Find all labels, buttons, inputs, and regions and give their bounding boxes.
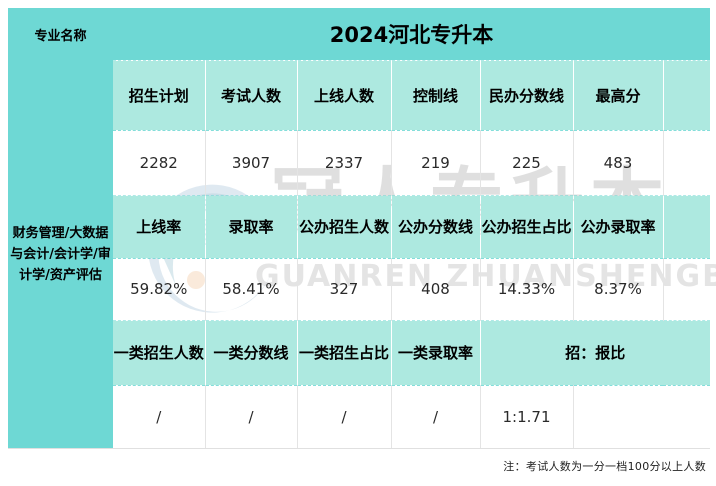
- column-header: 考试人数: [205, 59, 298, 131]
- major-name-cell: 财务管理/大数据与会计/会计学/审计学/资产评估: [8, 60, 113, 448]
- data-row-1: 2282 3907 2337 219 225 483: [8, 130, 710, 195]
- admission-stats-table: 专业名称 2024河北专升本 财务管理/大数据与会计/会计学/审计学/资产评估 …: [8, 8, 711, 448]
- column-header: 公办招生占比: [480, 194, 574, 259]
- header-row-2: 上线率 录取率 公办招生人数 公办分数线 公办招生占比 公办录取率: [8, 194, 711, 259]
- table-cell: 2337: [297, 130, 392, 195]
- column-header: 公办录取率: [573, 194, 664, 259]
- table-cell: 14.33%: [480, 258, 574, 320]
- page-title: 2024河北专升本: [113, 8, 711, 60]
- footer-divider: [8, 448, 710, 449]
- table-cell: /: [205, 385, 298, 448]
- stats-table-container: 专业名称 2024河北专升本 财务管理/大数据与会计/会计学/审计学/资产评估 …: [8, 8, 711, 448]
- table-cell: 59.82%: [113, 258, 206, 320]
- table-cell: 58.41%: [205, 258, 298, 320]
- column-header: 公办分数线: [391, 194, 481, 259]
- table-cell: 1:1.71: [480, 385, 574, 448]
- column-header: 招生计划: [113, 59, 206, 131]
- table-cell: /: [391, 385, 481, 448]
- table-cell: /: [297, 385, 392, 448]
- header-row-1: 财务管理/大数据与会计/会计学/审计学/资产评估 招生计划 考试人数 上线人数 …: [8, 59, 711, 448]
- column-header: 一类招生人数: [113, 319, 206, 386]
- column-header: 上线人数: [297, 59, 392, 131]
- column-header: 招：报比: [480, 319, 711, 386]
- table-cell-spacer: [663, 130, 710, 195]
- column-header-spacer: [663, 59, 711, 131]
- column-header: 一类招生占比: [297, 319, 392, 386]
- header-row-3: 一类招生人数 一类分数线 一类招生占比 一类录取率 招：报比: [8, 319, 711, 386]
- column-header: 上线率: [113, 194, 206, 259]
- major-name-header-label: 专业名称: [8, 8, 113, 60]
- column-header: 控制线: [391, 59, 481, 131]
- table-cell: /: [113, 385, 206, 448]
- table-cell-spacer: [573, 385, 710, 448]
- table-cell: 327: [297, 258, 392, 320]
- column-header: 一类分数线: [205, 319, 298, 386]
- column-header: 最高分: [573, 59, 664, 131]
- footnote-text: 注：考试人数为一分一档100分以上人数: [503, 460, 706, 473]
- table-cell: 2282: [113, 130, 206, 195]
- column-header: 公办招生人数: [297, 194, 392, 259]
- table-cell: 3907: [205, 130, 298, 195]
- table-cell-spacer: [663, 258, 710, 320]
- table-cell: 225: [480, 130, 574, 195]
- table-cell: 408: [391, 258, 481, 320]
- data-row-3: / / / / 1:1.71: [8, 385, 710, 448]
- table-cell: 8.37%: [573, 258, 664, 320]
- column-header: 一类录取率: [391, 319, 481, 386]
- column-header: 录取率: [205, 194, 298, 259]
- column-header: 民办分数线: [480, 59, 574, 131]
- table-cell: 483: [573, 130, 664, 195]
- table-cell: 219: [391, 130, 481, 195]
- data-row-2: 59.82% 58.41% 327 408 14.33% 8.37%: [8, 258, 710, 320]
- column-header-spacer: [663, 194, 711, 259]
- title-row: 专业名称 2024河北专升本: [8, 8, 711, 60]
